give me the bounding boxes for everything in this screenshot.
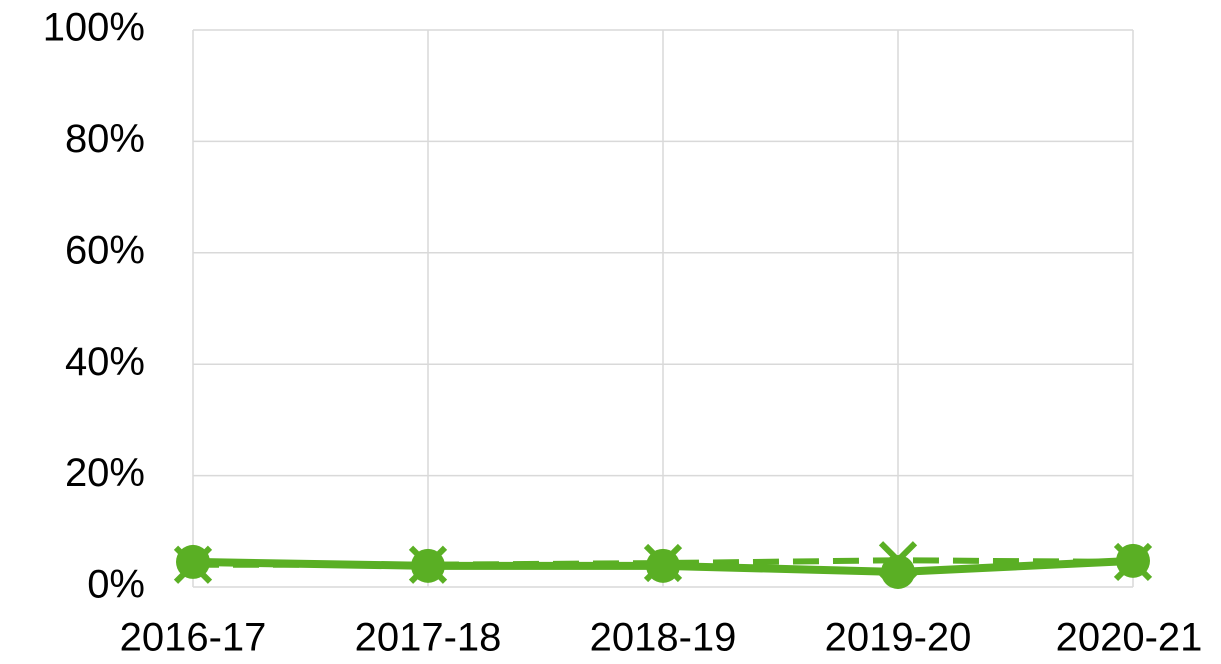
y-tick-label: 0% (87, 563, 145, 607)
marker (411, 548, 445, 583)
series-line (193, 557, 1134, 568)
x-tick-label: 2017-18 (355, 616, 502, 660)
y-tick-label: 80% (65, 117, 145, 161)
x-tick-label: 2016-17 (120, 616, 267, 660)
y-tick-label: 40% (65, 340, 145, 384)
x-tick-label: 2018-19 (590, 616, 737, 660)
x-tick-label: 2020-21 (1056, 616, 1203, 660)
marker (176, 544, 210, 579)
y-tick-label: 20% (65, 451, 145, 495)
marker (646, 548, 680, 583)
marker (1116, 543, 1150, 578)
marker (881, 554, 915, 589)
x-tick-label: 2019-20 (825, 616, 972, 660)
y-tick-label: 100% (43, 6, 145, 50)
y-tick-label: 60% (65, 228, 145, 272)
